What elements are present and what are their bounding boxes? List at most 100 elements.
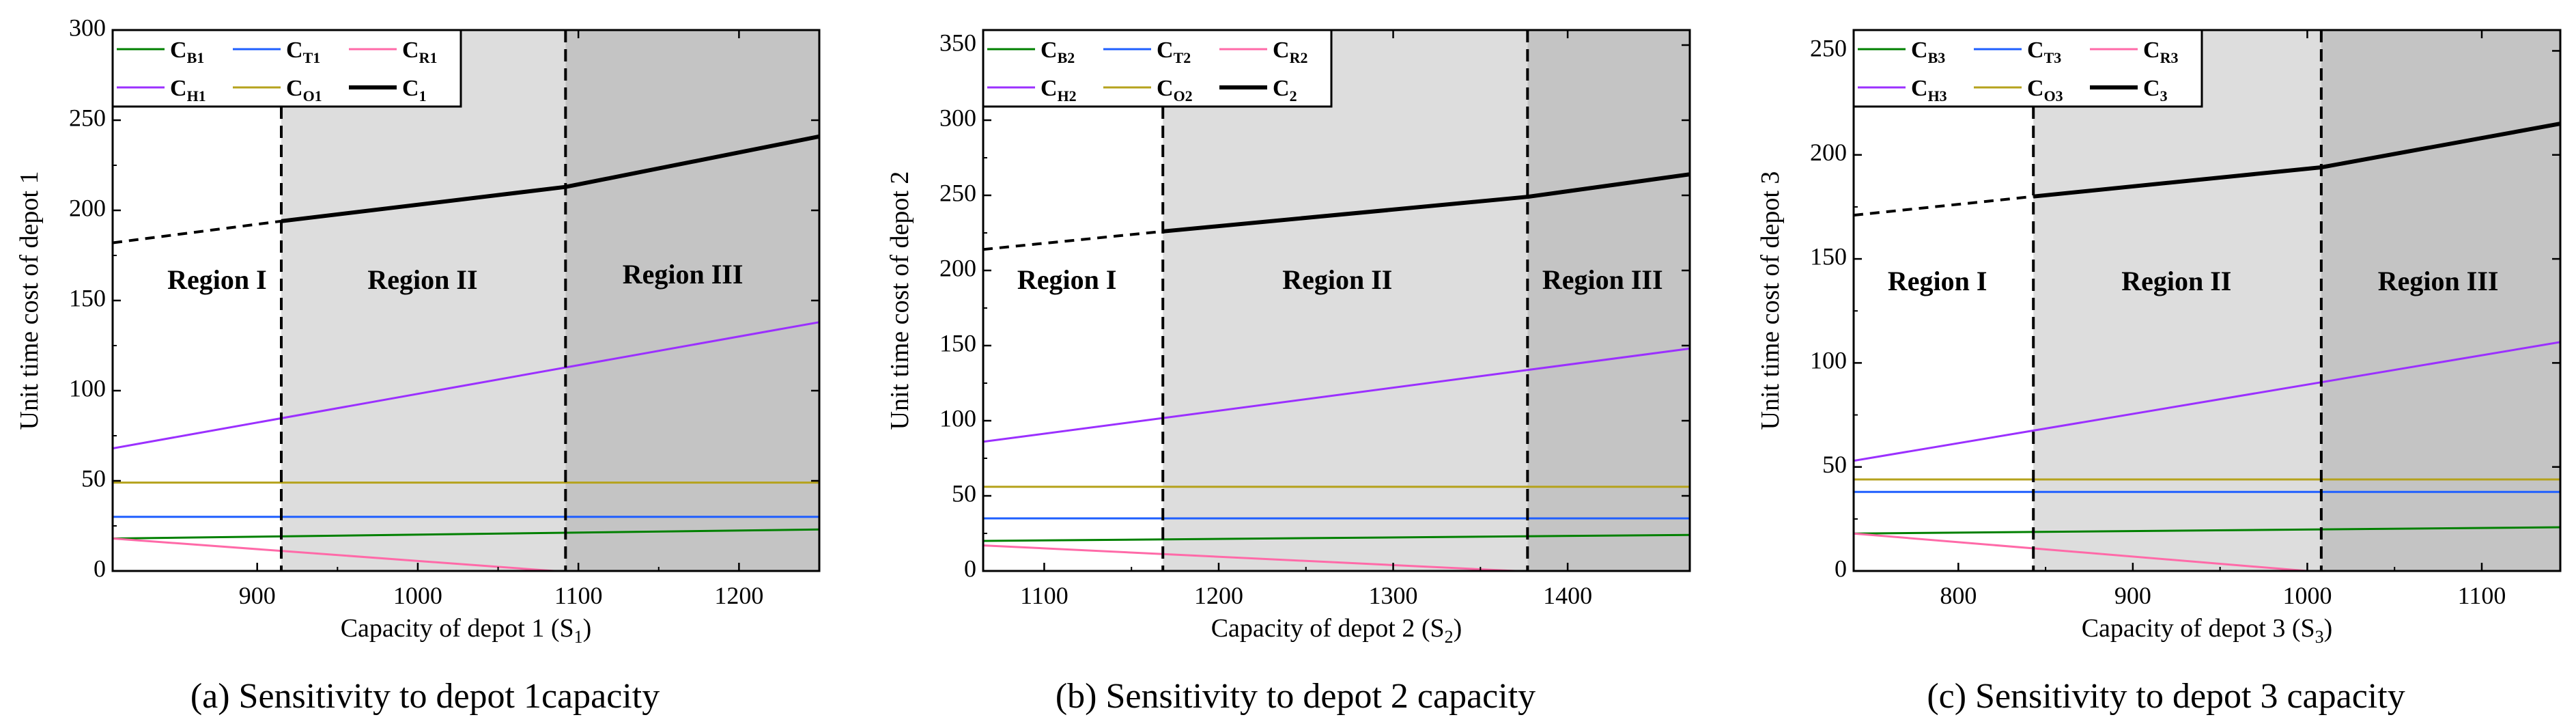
text-span: C [170,76,187,101]
text-span: C [170,38,187,63]
legend-entry: CR3 [2143,38,2178,66]
text-span: C [1157,38,1174,63]
legend-entry: C3 [2143,76,2168,104]
region-label-2: Region II [1282,264,1392,295]
legend-entry: CB3 [1911,38,1945,66]
x-axis-label: Capacity of depot 2 (S2) [1211,614,1462,647]
legend-entry: CR1 [402,38,437,66]
legend-entry: CT3 [2027,38,2061,66]
y-tick-label: 50 [81,464,106,492]
text-span: O1 [303,87,322,104]
text-span: C [286,38,303,63]
text-span: C [2027,38,2044,63]
text-span: R3 [2160,49,2179,66]
text-span: ) [2324,614,2333,643]
series-line-c-dashed [113,219,282,245]
y-axis-label: Unit time cost of depot 3 [1756,171,1785,430]
region-label-3: Region III [623,259,744,290]
region-label-3: Region III [1542,264,1663,295]
series-line-c-dashed [1854,195,2034,217]
x-tick-label: 1100 [1020,582,1068,609]
x-axis-label: Capacity of depot 1 (S1) [341,614,592,647]
y-tick-label: 250 [939,179,976,206]
x-tick-label: 1000 [393,582,442,609]
series-line-c-r [983,544,1690,571]
series-line-c-h [1854,341,2560,462]
text-span: C [402,38,419,63]
y-tick-label: 300 [939,104,976,131]
text-span: B1 [187,49,205,66]
legend-entry: CR2 [1273,38,1307,66]
text-span: 2 [1445,627,1454,647]
y-tick-label: 350 [939,29,976,56]
y-tick-label: 250 [1810,35,1847,62]
text-span: C [2143,76,2160,101]
text-span: C [1273,76,1290,101]
region-label-1: Region I [1017,264,1117,295]
text-span: C [1911,38,1928,63]
y-tick-label: 0 [1835,555,1847,582]
text-span: O2 [1174,87,1193,104]
text-span: C [2027,76,2044,101]
legend-entry: CO1 [286,76,322,104]
region-label-3: Region III [2378,266,2499,296]
text-span: Capacity of depot 3 (S [2082,614,2315,643]
region-iii-shade [2321,30,2560,571]
y-tick-label: 200 [939,254,976,281]
text-span: R2 [1290,49,1308,66]
y-tick-label: 200 [1810,139,1847,166]
y-tick-label: 200 [69,194,106,221]
legend-box [111,29,462,108]
text-span: C [1273,38,1290,63]
y-tick-label: 150 [1810,242,1847,270]
series-line-c-r [1854,532,2560,571]
x-tick-label: 1000 [2282,582,2332,609]
x-tick-label: 900 [2114,582,2151,609]
text-span: Capacity of depot 1 (S [341,614,574,643]
plot-frame [982,29,1691,572]
y-tick-label: 250 [69,104,106,131]
series-group [113,134,819,571]
y-axis-label: Unit time cost of depot 2 [886,171,914,430]
region-ii-shade [2033,30,2321,571]
text-span: T2 [1174,49,1191,66]
text-span: C [1041,76,1058,101]
y-axis-label: Unit time cost of depot 1 [15,171,44,430]
series-line-c-dashed [983,229,1163,251]
region-ii-shade [281,30,566,571]
region-label-1: Region I [167,264,267,295]
text-span: B3 [1928,49,1946,66]
y-tick-label: 0 [964,555,976,582]
text-span: 1 [419,87,427,104]
region-iii-shade [565,30,819,571]
x-tick-label: 1100 [2458,582,2506,609]
series-group [983,172,1690,571]
chart-panel-2: Region I Region II Region III 1100 1200 1300 1… [886,29,1691,716]
x-tick-label: 1200 [714,582,763,609]
x-tick-label: 1400 [1543,582,1592,609]
chart-caption: (a) Sensitivity to depot 1capacity [190,677,660,716]
x-tick-label: 1100 [554,582,603,609]
text-span: C [1157,76,1174,101]
text-span: 2 [1290,87,1297,104]
text-span: R1 [419,49,438,66]
y-tick-label: 150 [69,284,106,311]
region-ii-shade [1163,30,1528,571]
series-line-c [1162,172,1690,234]
text-span: 3 [2160,87,2168,104]
legend-entry: CT1 [286,38,320,66]
legend-box [1852,29,2203,108]
chart-caption: (c) Sensitivity to depot 3 capacity [1927,677,2405,716]
y-tick-label: 100 [69,374,106,402]
y-tick-label: 0 [94,555,106,582]
x-tick-label: 1300 [1369,582,1418,609]
y-tick-label: 50 [1822,451,1847,478]
text-span: C [1911,76,1928,101]
chart-caption: (b) Sensitivity to depot 2 capacity [1056,677,1535,716]
legend-entry: C2 [1273,76,1297,104]
